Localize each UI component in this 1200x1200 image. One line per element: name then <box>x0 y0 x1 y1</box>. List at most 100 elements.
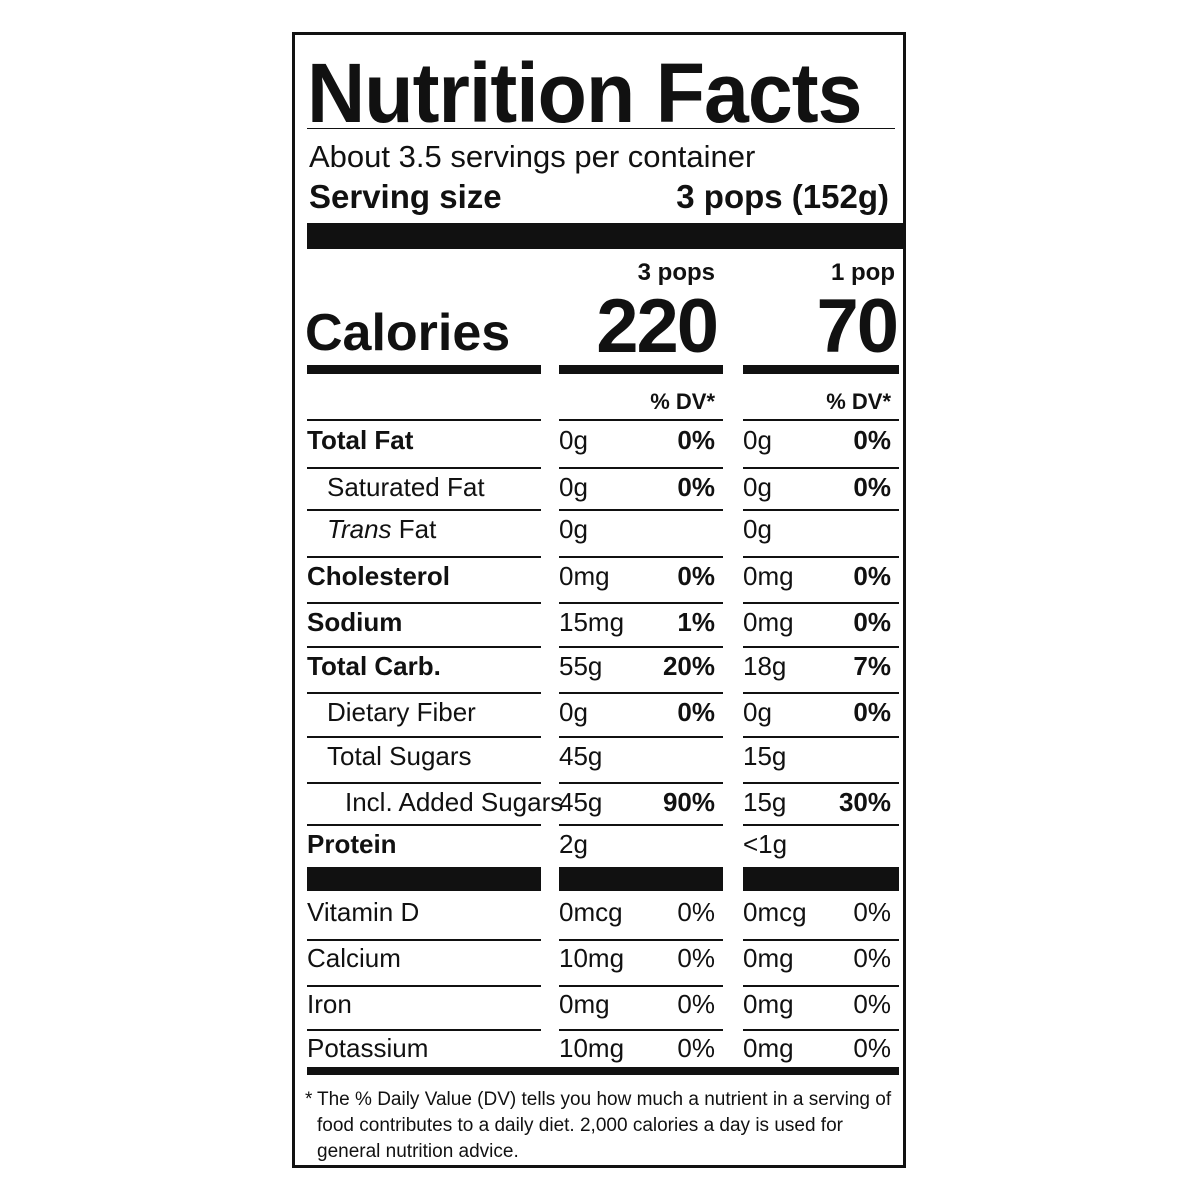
nutrient-row: Total Fat 0g 0% 0g 0% <box>295 425 903 465</box>
vitamin-block-bar <box>559 867 723 891</box>
label-title: Nutrition Facts <box>307 46 863 140</box>
servings-per-container: About 3.5 servings per container <box>309 139 756 174</box>
row-divider <box>559 602 723 604</box>
amount-c2: 0g <box>743 425 772 455</box>
amount-c1: 10mg <box>559 943 625 973</box>
calories-label: Calories <box>305 304 511 362</box>
amount-c1: 55g <box>559 651 603 681</box>
row-divider <box>559 782 723 784</box>
nutrient-name: Vitamin D <box>307 897 420 927</box>
nutrient-row: Trans Fat 0g 0g <box>295 514 903 554</box>
dv-c2: 0% <box>853 561 891 591</box>
row-divider <box>559 824 723 826</box>
nutrient-row: Protein 2g <1g <box>295 829 903 869</box>
row-divider <box>559 556 723 558</box>
amount-c1: 0mg <box>559 989 610 1019</box>
dv-c1: 0% <box>677 472 715 502</box>
vitamin-row: Potassium 10mg 0% 0mg 0% <box>295 1033 903 1073</box>
nutrient-name: Cholesterol <box>307 561 451 591</box>
row-divider <box>559 467 723 469</box>
row-divider <box>307 602 541 604</box>
row-divider <box>559 419 723 421</box>
calories-rule-label <box>307 365 541 374</box>
amount-c1: 45g <box>559 741 603 771</box>
amount-c2: 0mg <box>743 1033 794 1063</box>
row-divider <box>307 939 541 941</box>
row-divider <box>559 736 723 738</box>
title-divider <box>307 128 895 129</box>
nutrient-name: Total Fat <box>307 425 414 455</box>
footnote-text: The % Daily Value (DV) tells you how muc… <box>317 1089 892 1162</box>
row-divider <box>307 646 541 648</box>
amount-c2: 15g <box>743 787 787 817</box>
dv-c2: 0% <box>853 989 891 1019</box>
row-divider <box>307 467 541 469</box>
dv-header-1: % DV* <box>650 389 715 414</box>
row-divider <box>743 419 899 421</box>
serving-size-value: 3 pops (152g) <box>676 178 889 215</box>
calories-rule-col1 <box>559 365 723 374</box>
row-divider <box>307 692 541 694</box>
vitamin-block-bar <box>307 867 541 891</box>
thick-rule-top <box>307 223 903 249</box>
amount-c1: 0g <box>559 425 588 455</box>
row-divider <box>307 556 541 558</box>
row-divider <box>307 782 541 784</box>
dv-c2: 0% <box>853 943 891 973</box>
amount-c2: <1g <box>743 829 788 859</box>
row-divider <box>559 646 723 648</box>
dv-c1: 0% <box>677 561 715 591</box>
dv-c1: 20% <box>662 651 715 681</box>
nutrient-row: Incl. Added Sugars 45g 90% 15g 30% <box>295 787 903 827</box>
row-divider <box>559 1029 723 1031</box>
dv-c2: 0% <box>853 607 891 637</box>
amount-c1: 10mg <box>559 1033 625 1063</box>
row-divider <box>307 736 541 738</box>
amount-c2: 0mg <box>743 607 794 637</box>
nutrient-name: Total Sugars <box>327 741 472 771</box>
row-divider <box>307 419 541 421</box>
amount-c2: 15g <box>743 741 787 771</box>
nutrient-row: Total Carb. 55g 20% 18g 7% <box>295 651 903 691</box>
dv-c1: 90% <box>662 787 715 817</box>
amount-c2: 18g <box>743 651 787 681</box>
vitamin-row: Iron 0mg 0% 0mg 0% <box>295 989 903 1029</box>
vitamin-block-bar <box>743 867 899 891</box>
dv-c2: 30% <box>838 787 891 817</box>
row-divider <box>743 692 899 694</box>
dv-c1: 0% <box>677 425 715 455</box>
nutrient-row: Saturated Fat 0g 0% 0g 0% <box>295 472 903 512</box>
amount-c1: 0g <box>559 514 588 544</box>
nutrition-facts-label: Nutrition Facts About 3.5 servings per c… <box>292 32 906 1168</box>
row-divider <box>307 824 541 826</box>
dv-c1: 0% <box>677 897 715 927</box>
nutrient-name: Calcium <box>307 943 401 973</box>
dv-c1: 0% <box>677 943 715 973</box>
column-header-1: 3 pops <box>637 259 715 286</box>
dv-c1: 1% <box>677 607 715 637</box>
nutrient-name: Protein <box>307 829 397 859</box>
row-divider <box>559 509 723 511</box>
row-divider <box>743 467 899 469</box>
amount-c1: 0mg <box>559 561 610 591</box>
row-divider <box>743 556 899 558</box>
nutrient-name: Potassium <box>307 1033 429 1063</box>
row-divider <box>743 1029 899 1031</box>
dv-c2: 0% <box>853 472 891 502</box>
row-divider <box>743 985 899 987</box>
row-divider <box>743 736 899 738</box>
calories-rule-col2 <box>743 365 899 374</box>
row-divider <box>743 939 899 941</box>
nutrient-name: Trans Fat <box>327 514 436 545</box>
dv-c2: 0% <box>853 697 891 727</box>
nutrient-row: Total Sugars 45g 15g <box>295 741 903 781</box>
nutrient-name-rest: Fat <box>391 514 437 544</box>
row-divider <box>307 985 541 987</box>
row-divider <box>743 602 899 604</box>
vitamin-row: Vitamin D 0mcg 0% 0mcg 0% <box>295 897 903 937</box>
amount-c1: 0g <box>559 697 588 727</box>
dv-c2: 0% <box>853 425 891 455</box>
amount-c2: 0mg <box>743 943 794 973</box>
nutrient-name: Saturated Fat <box>327 472 485 502</box>
footnote: * The % Daily Value (DV) tells you how m… <box>305 1087 905 1165</box>
